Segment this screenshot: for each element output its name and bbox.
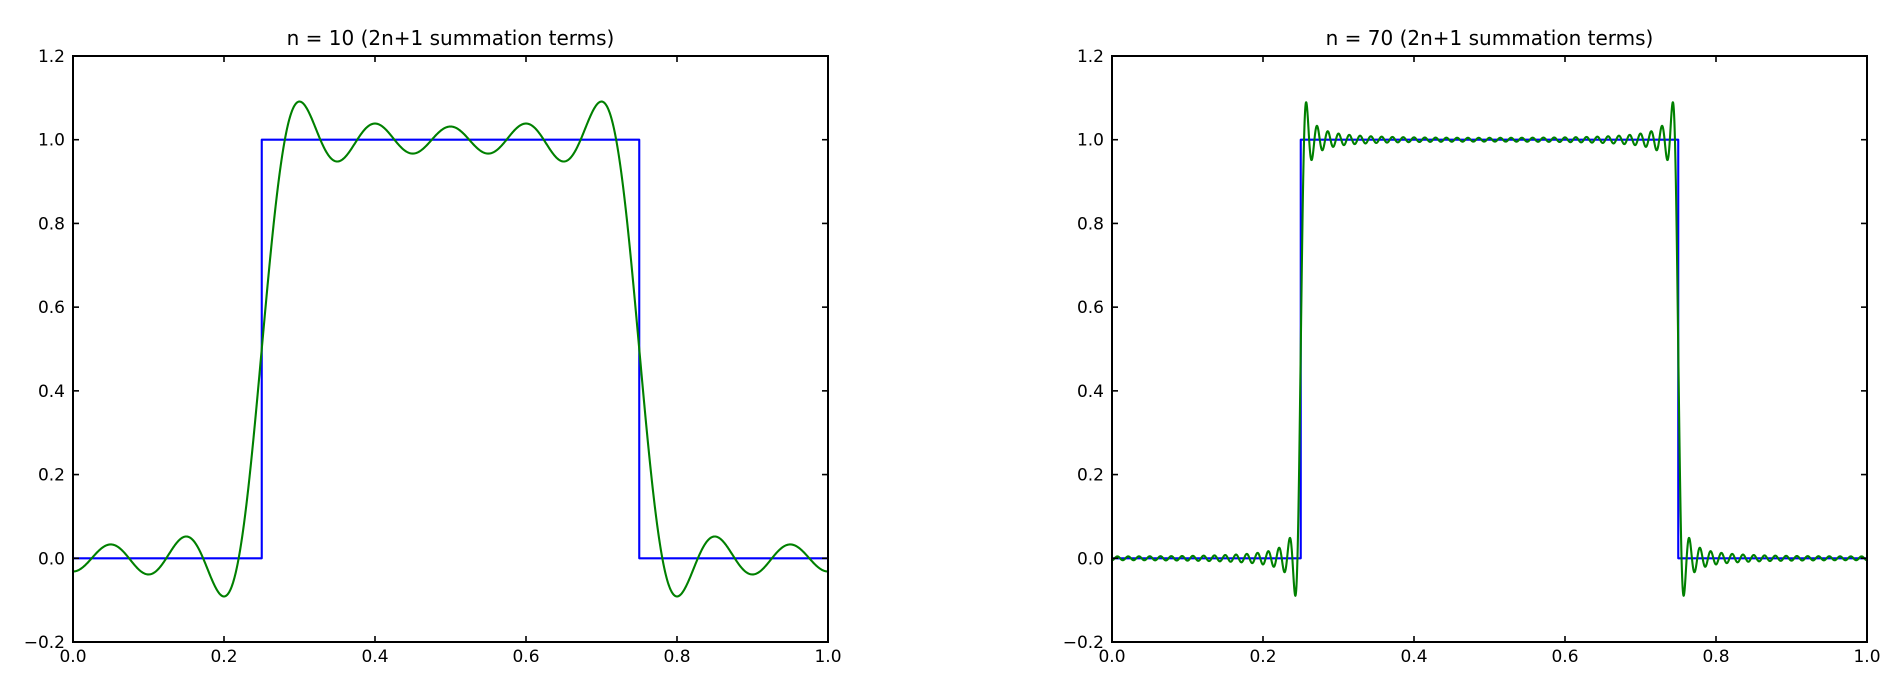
- y-tick-label: 1.0: [1077, 131, 1104, 151]
- fourier-partial-sum-line: [71, 100, 830, 598]
- y-tick-label: 0.2: [1077, 466, 1104, 486]
- right-plot-title: n = 70 (2n+1 summation terms): [1325, 26, 1654, 50]
- y-tick-label: 1.0: [38, 131, 65, 151]
- x-tick-label: 0.8: [663, 647, 690, 667]
- x-tick-label: 0.2: [210, 647, 237, 667]
- x-tick-label: 0.6: [1551, 647, 1578, 667]
- x-tick-label: 1.0: [814, 647, 841, 667]
- x-tick-label: 0.2: [1249, 647, 1276, 667]
- x-tick-label: 0.4: [361, 647, 388, 667]
- y-tick-label: 0.8: [38, 214, 65, 234]
- y-tick-label: −0.2: [1063, 633, 1104, 653]
- y-tick-label: −0.2: [24, 633, 65, 653]
- y-tick-label: 0.0: [1077, 549, 1104, 569]
- square-wave-line: [71, 138, 830, 560]
- x-tick-label: 0.4: [1400, 647, 1427, 667]
- x-tick-label: 0.6: [512, 647, 539, 667]
- x-tick-label: 0.0: [1098, 647, 1125, 667]
- axes-frame: [1111, 55, 1868, 643]
- y-tick-label: 0.8: [1077, 214, 1104, 234]
- y-tick-label: 0.2: [38, 466, 65, 486]
- x-tick-label: 1.0: [1853, 647, 1880, 667]
- y-tick-label: 0.0: [38, 549, 65, 569]
- plot-fourier-approx-n10: 0.0 0.2 0.4 0.6 0.8 1.0−0.20.00.20.40.60.81.0…: [24, 47, 842, 667]
- y-tick-label: 0.4: [1077, 382, 1104, 402]
- y-tick-label: 0.6: [1077, 298, 1104, 318]
- y-tick-label: 1.2: [38, 47, 65, 67]
- y-tick-label: 0.6: [38, 298, 65, 318]
- x-tick-label: 0.0: [59, 647, 86, 667]
- y-tick-label: 1.2: [1077, 47, 1104, 67]
- y-tick-label: 0.4: [38, 382, 65, 402]
- square-wave-line: [1110, 138, 1869, 560]
- left-plot-title: n = 10 (2n+1 summation terms): [286, 26, 615, 50]
- x-tick-label: 0.8: [1702, 647, 1729, 667]
- axes-frame: [72, 55, 829, 643]
- fourier-partial-sum-line: [1110, 101, 1869, 597]
- plot-fourier-approx-n70: 0.0 0.2 0.4 0.6 0.8 1.0−0.20.00.20.40.60.81.0…: [1063, 47, 1881, 667]
